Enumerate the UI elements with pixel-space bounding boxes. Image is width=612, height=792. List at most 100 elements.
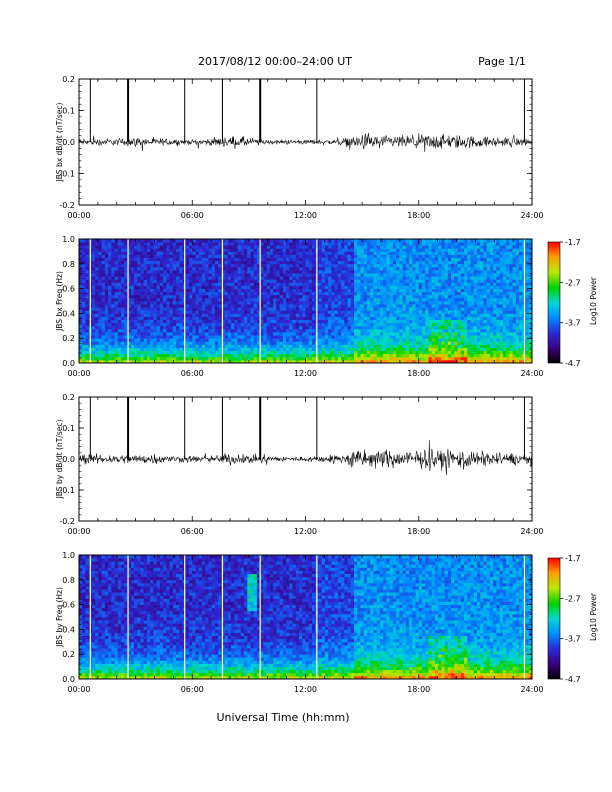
heatmap-cell [82,270,86,274]
heatmap-cell [331,335,336,339]
heatmap-cell [163,239,167,243]
heatmap-cell [379,322,384,327]
heatmap-cell [292,242,297,246]
heatmap-cell [108,359,112,364]
heatmap-cell [425,297,429,302]
heatmap-cell [189,328,193,333]
heatmap-cell [260,294,264,299]
heatmap-cell [218,310,222,314]
heatmap-cell [373,316,378,320]
heatmap-cell [431,335,436,339]
heatmap-cell [127,273,132,277]
heatmap-cell [366,254,371,258]
heatmap-cell [331,242,336,246]
heatmap-cell [441,347,446,351]
heatmap-cell [185,279,190,283]
heatmap-cell [214,294,219,299]
heatmap-cell [150,310,154,314]
heatmap-cell [221,266,226,271]
heatmap-cell [172,245,177,249]
heatmap-cell [117,328,122,333]
heatmap-cell [211,356,216,361]
heatmap-cell [292,301,297,305]
heatmap-cell [195,319,200,324]
heatmap-cell [334,239,339,243]
heatmap-cell [114,304,119,308]
heatmap-cell [389,307,394,311]
heatmap-cell [460,294,465,299]
heatmap-cell [159,294,164,299]
heatmap-cell [282,338,287,342]
heatmap-cell [405,263,410,268]
heatmap-cell [370,338,374,342]
heatmap-cell [269,313,274,317]
heatmap-cell [156,359,161,364]
heatmap-cell [201,239,206,243]
heatmap-cell [366,242,371,246]
heatmap-cell [396,279,400,283]
heatmap-cell [308,301,313,305]
heatmap-cell [218,338,222,342]
heatmap-cell [221,291,226,296]
heatmap-cell [124,251,128,255]
heatmap-cell [396,263,400,268]
heatmap-cell [454,297,458,302]
heatmap-cell [121,322,125,327]
heatmap-cell [166,282,170,286]
heatmap-cell [146,313,151,317]
heatmap-cell [231,251,235,255]
y-tick-label: -0.2 [59,201,75,210]
heatmap-cell [276,266,281,271]
heatmap-cell [431,325,436,330]
heatmap-cell [379,276,384,280]
heatmap-cell [434,263,439,268]
heatmap-cell [237,313,242,317]
heatmap-cell [273,270,277,274]
heatmap-cell [415,307,420,311]
heatmap-cell [302,350,306,355]
heatmap-cell [211,291,216,296]
heatmap-cell [101,266,106,271]
heatmap-cell [211,347,216,351]
heatmap-cell [159,338,164,342]
heatmap-cell [350,288,355,293]
heatmap-cell [392,294,397,299]
heatmap-cell [441,338,446,342]
heatmap-cell [166,322,170,327]
heatmap-cell [295,260,300,265]
heatmap-cell [108,291,112,296]
heatmap-cell [402,304,407,308]
heatmap-cell [121,279,125,283]
heatmap-cell [134,245,138,249]
heatmap-cell [470,325,475,330]
heatmap-cell [386,248,391,252]
heatmap-cell [240,291,245,296]
heatmap-cell [91,322,96,327]
heatmap-cell [163,335,167,339]
heatmap-cell [366,260,371,265]
heatmap-cell [211,341,216,345]
heatmap-cell [211,297,216,302]
heatmap-cell [341,276,345,280]
heatmap-cell [101,356,106,361]
heatmap-cell [299,328,303,333]
heatmap-cell [428,347,433,351]
heatmap-cell [409,282,413,286]
heatmap-cell [447,266,452,271]
heatmap-cell [399,242,403,246]
heatmap-cell [124,270,128,274]
heatmap-cell [114,276,119,280]
heatmap-cell [328,273,332,277]
heatmap-cell [227,273,232,277]
heatmap-cell [447,245,452,249]
heatmap-cell [305,270,310,274]
heatmap-cell [334,266,339,271]
heatmap-cell [337,294,342,299]
heatmap-cell [82,248,86,252]
heatmap-cell [464,242,468,246]
heatmap-cell [467,282,471,286]
heatmap-cell [95,282,99,286]
heatmap-cell [366,316,371,320]
heatmap-cell [366,297,371,302]
heatmap-cell [263,266,268,271]
